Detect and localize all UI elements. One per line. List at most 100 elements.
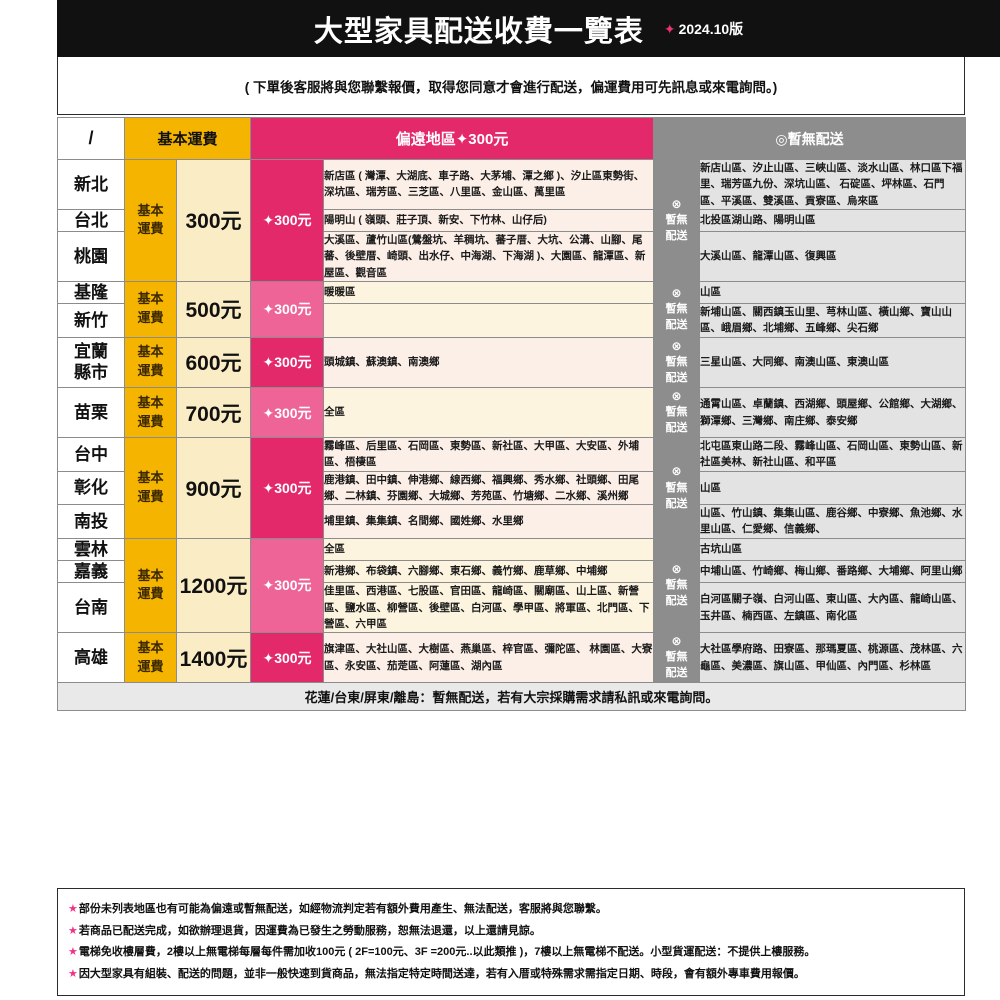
city-label: 新北	[57, 159, 125, 210]
no-delivery-area-list: 北投區湖山路、陽明山區	[699, 208, 967, 233]
quote-note-bar: ( 下單後客服將與您聯繫報價，取得您同意才會進行配送，偏運費用可先訊息或來電詢問…	[57, 57, 965, 115]
no-delivery-area-list: 白河區關子嶺、白河山區、東山區、大內區、龍崎山區、玉井區、楠西區、左鎮區、南化區	[699, 582, 967, 634]
remote-area-list	[323, 303, 655, 338]
col-header-remote: 偏遠地區✦300元	[250, 117, 655, 160]
remote-area-list: 鹿港鎮、田中鎮、伸港鄉、線西鄉、福興鄉、秀水鄉、社頭鄉、田尾鄉、二林鎮、芬園鄉、…	[323, 470, 655, 506]
remote-area-list: 旗津區、大社山區、大樹區、燕巢區、梓官區、彌陀區、 林園區、大寮區、永安區、茄萣…	[323, 632, 655, 684]
remote-area-list: 頭城鎮、蘇澳鎮、南澳鄉	[323, 336, 655, 388]
no-delivery-icon-cell: ⊗ 暫無 配送	[653, 437, 701, 539]
remote-surcharge: ✦300元	[250, 537, 325, 634]
col-header-no-delivery: ◎暫無配送	[653, 117, 967, 160]
fee-table: / 基本運費 偏遠地區✦300元 ◎暫無配送 新北 基本 運費 300元 ✦300元 新店…	[56, 117, 967, 712]
star-icon: ★	[68, 924, 78, 937]
city-label: 高雄	[57, 632, 125, 684]
table-row: 南投 埔里鎮、集集鎮、名間鄉、國姓鄉、水里鄉 山區、竹山鎮、集集山區、鹿谷鄉、中寮鄉…	[57, 504, 967, 539]
no-delivery-area-list: 古坑山區	[699, 537, 967, 562]
table-row: 新竹 新埔山區、關西鎮玉山里、芎林山區、橫山鄉、寶山山區、峨眉鄉、北埔鄉、五峰鄉、…	[57, 303, 967, 338]
fee-amount: 600元	[175, 336, 252, 388]
fee-amount: 1400元	[175, 632, 252, 684]
table-row: 宜蘭 縣市 基本 運費 600元 ✦300元 頭城鎮、蘇澳鎮、南澳鄉 ⊗ 暫無 配送 三星山區、大同…	[57, 336, 967, 388]
base-fee-label: 基本 運費	[124, 437, 177, 539]
table-bottom-note-row: 花蓮/台東/屏東/離島：暫無配送，若有大宗採購需求請私訊或來電詢問。	[56, 682, 967, 712]
table-row: 彰化 鹿港鎮、田中鎮、伸港鄉、線西鄉、福興鄉、秀水鄉、社頭鄉、田尾鄉、二林鎮、芬園…	[57, 470, 967, 506]
table-header-row: / 基本運費 偏遠地區✦300元 ◎暫無配送	[57, 117, 967, 160]
star-icon: ★	[68, 946, 78, 959]
no-delivery-area-list: 大社區學府路、田寮區、那瑪夏區、桃源區、茂林區、六龜區、美濃區、旗山區、甲仙區、…	[699, 632, 967, 684]
no-delivery-area-list: 山區、竹山鎮、集集山區、鹿谷鄉、中寮鄉、魚池鄉、水里山區、仁愛鄉、信義鄉、	[699, 504, 967, 539]
version-badge: ✦ 2024.10版	[664, 19, 743, 39]
base-fee-label: 基本 運費	[124, 336, 177, 388]
base-fee-label: 基本 運費	[124, 537, 177, 634]
remote-area-list: 新店區 ( 灣潭、大湖底、車子路、大茅埔、潭之鄉 )、汐止區東勢街、深坑區、瑞芳…	[323, 159, 655, 210]
table-row: 新北 基本 運費 300元 ✦300元 新店區 ( 灣潭、大湖底、車子路、大茅埔、潭之鄉 …	[57, 159, 967, 282]
no-delivery-icon-cell: ⊗ 暫無 配送	[653, 159, 701, 282]
fee-amount: 900元	[175, 437, 252, 539]
star-icon: ★	[68, 903, 78, 916]
fee-amount: 500元	[175, 280, 252, 338]
table-row: 基隆 基本 運費 500元 ✦300元 暖暖區 ⊗ 暫無 配送 山區	[57, 280, 967, 338]
city-label: 台北	[57, 208, 125, 233]
fee-amount: 1200元	[175, 537, 252, 634]
no-delivery-area-list: 中埔山區、竹崎鄉、梅山鄉、番路鄉、大埔鄉、阿里山鄉	[699, 559, 967, 584]
no-delivery-area-list: 大溪山區、龍潭山區、復興區	[699, 231, 967, 282]
remote-surcharge: ✦300元	[250, 280, 325, 338]
city-label: 雲林	[57, 537, 125, 562]
table-row: 高雄 基本 運費 1400元 ✦300元 旗津區、大社山區、大樹區、燕巢區、梓官區、彌陀區…	[57, 632, 967, 684]
footer-note-4: ★因大型家具有組裝、配送的問題，並非一般快速到貨商品，無法指定特定時間送達，若有…	[68, 967, 805, 980]
col-header-slash: /	[57, 117, 125, 160]
no-delivery-area-list: 山區	[699, 470, 967, 506]
table-bottom-note: 花蓮/台東/屏東/離島：暫無配送，若有大宗採購需求請私訊或來電詢問。	[56, 682, 967, 712]
star-icon: ★	[68, 967, 78, 980]
fee-amount: 700元	[175, 386, 252, 439]
city-label: 新竹	[57, 303, 125, 338]
no-delivery-icon-cell: ⊗ 暫無 配送	[653, 386, 701, 439]
remote-area-list: 埔里鎮、集集鎮、名間鄉、國姓鄉、水里鄉	[323, 504, 655, 539]
remote-area-list: 暖暖區	[323, 280, 655, 305]
table-row: 台北 陽明山 ( 嶺頭、莊子頂、新安、下竹林、山仔后) 北投區湖山路、陽明山區	[57, 208, 967, 233]
remote-surcharge: ✦300元	[250, 159, 325, 282]
remote-surcharge: ✦300元	[250, 386, 325, 439]
circle-x-icon: ⊗	[671, 634, 682, 649]
city-label: 桃園	[57, 231, 125, 282]
footer-note-2: ★若商品已配送完成，如欲辦理退貨，因運費為已發生之勞動服務，恕無法退還，以上還請…	[68, 924, 541, 937]
poster-header: 大型家具配送收費一覽表 ✦ 2024.10版	[57, 0, 1000, 57]
remote-area-list: 陽明山 ( 嶺頭、莊子頂、新安、下竹林、山仔后)	[323, 208, 655, 233]
circle-x-icon: ⊗	[671, 338, 682, 353]
no-delivery-area-list: 通霄山區、卓蘭鎮、西湖鄉、頭屋鄉、公館鄉、大湖鄉、獅潭鄉、三灣鄉、南庄鄉、泰安鄉	[699, 386, 967, 439]
table-row: 苗栗 基本 運費 700元 ✦300元 全區 ⊗ 暫無 配送 通霄山區、卓蘭鎮、西湖鄉、頭屋鄉、公…	[57, 386, 967, 439]
base-fee-label: 基本 運費	[124, 386, 177, 439]
circle-x-icon: ⊗	[671, 196, 682, 211]
city-label: 基隆	[57, 280, 125, 305]
remote-area-list: 霧峰區、后里區、石岡區、東勢區、新社區、大甲區、大安區、外埔區、梧棲區	[323, 437, 655, 472]
version-label: 2024.10版	[678, 20, 744, 37]
table-row: 嘉義 新港鄉、布袋鎮、六腳鄉、東石鄉、義竹鄉、鹿草鄉、中埔鄉 中埔山區、竹崎鄉、梅山…	[57, 559, 967, 584]
fee-amount: 300元	[175, 159, 252, 282]
no-delivery-icon-cell: ⊗ 暫無 配送	[653, 632, 701, 684]
remote-area-list: 新港鄉、布袋鎮、六腳鄉、東石鄉、義竹鄉、鹿草鄉、中埔鄉	[323, 559, 655, 584]
circle-x-icon: ⊗	[671, 464, 682, 479]
no-delivery-area-list: 山區	[699, 280, 967, 305]
circle-x-icon: ⊗	[671, 285, 682, 300]
table-row: 雲林 基本 運費 1200元 ✦300元 全區 ⊗ 暫無 配送 古坑山區	[57, 537, 967, 634]
remote-surcharge: ✦300元	[250, 336, 325, 388]
col-header-base-fee: 基本運費	[123, 117, 252, 160]
footer-note-1: ★部份未列表地區也有可能為偏遠或暫無配送，如經物流判定若有額外費用產生、無法配送…	[68, 903, 607, 916]
city-label: 宜蘭 縣市	[57, 336, 125, 388]
remote-surcharge: ✦300元	[250, 437, 325, 539]
city-label: 台南	[57, 582, 125, 634]
footer-notes: ★部份未列表地區也有可能為偏遠或暫無配送，如經物流判定若有額外費用產生、無法配送…	[57, 888, 965, 996]
remote-area-list: 全區	[323, 386, 655, 439]
fee-table-body: 新北 基本 運費 300元 ✦300元 新店區 ( 灣潭、大湖底、車子路、大茅埔、潭之鄉 …	[56, 159, 967, 712]
city-label: 苗栗	[57, 386, 125, 439]
no-delivery-area-list: 北屯區東山路二段、霧峰山區、石岡山區、東勢山區、新社區美林、新社山區、和平區	[699, 437, 967, 472]
circle-x-icon: ⊗	[671, 561, 682, 576]
remote-surcharge: ✦300元	[250, 632, 325, 684]
no-delivery-area-list: 新店山區、汐止山區、三峽山區、淡水山區、林口區下福里、瑞芳區九份、深坑山區、 石…	[699, 159, 967, 210]
no-delivery-area-list: 新埔山區、關西鎮玉山里、芎林山區、橫山鄉、寶山山區、峨眉鄉、北埔鄉、五峰鄉、尖石…	[699, 303, 967, 338]
base-fee-label: 基本 運費	[124, 280, 177, 338]
no-delivery-icon-cell: ⊗ 暫無 配送	[653, 537, 701, 634]
city-label: 嘉義	[57, 559, 125, 584]
page-title: 大型家具配送收費一覽表	[313, 15, 644, 48]
circle-x-icon: ⊗	[671, 388, 682, 403]
